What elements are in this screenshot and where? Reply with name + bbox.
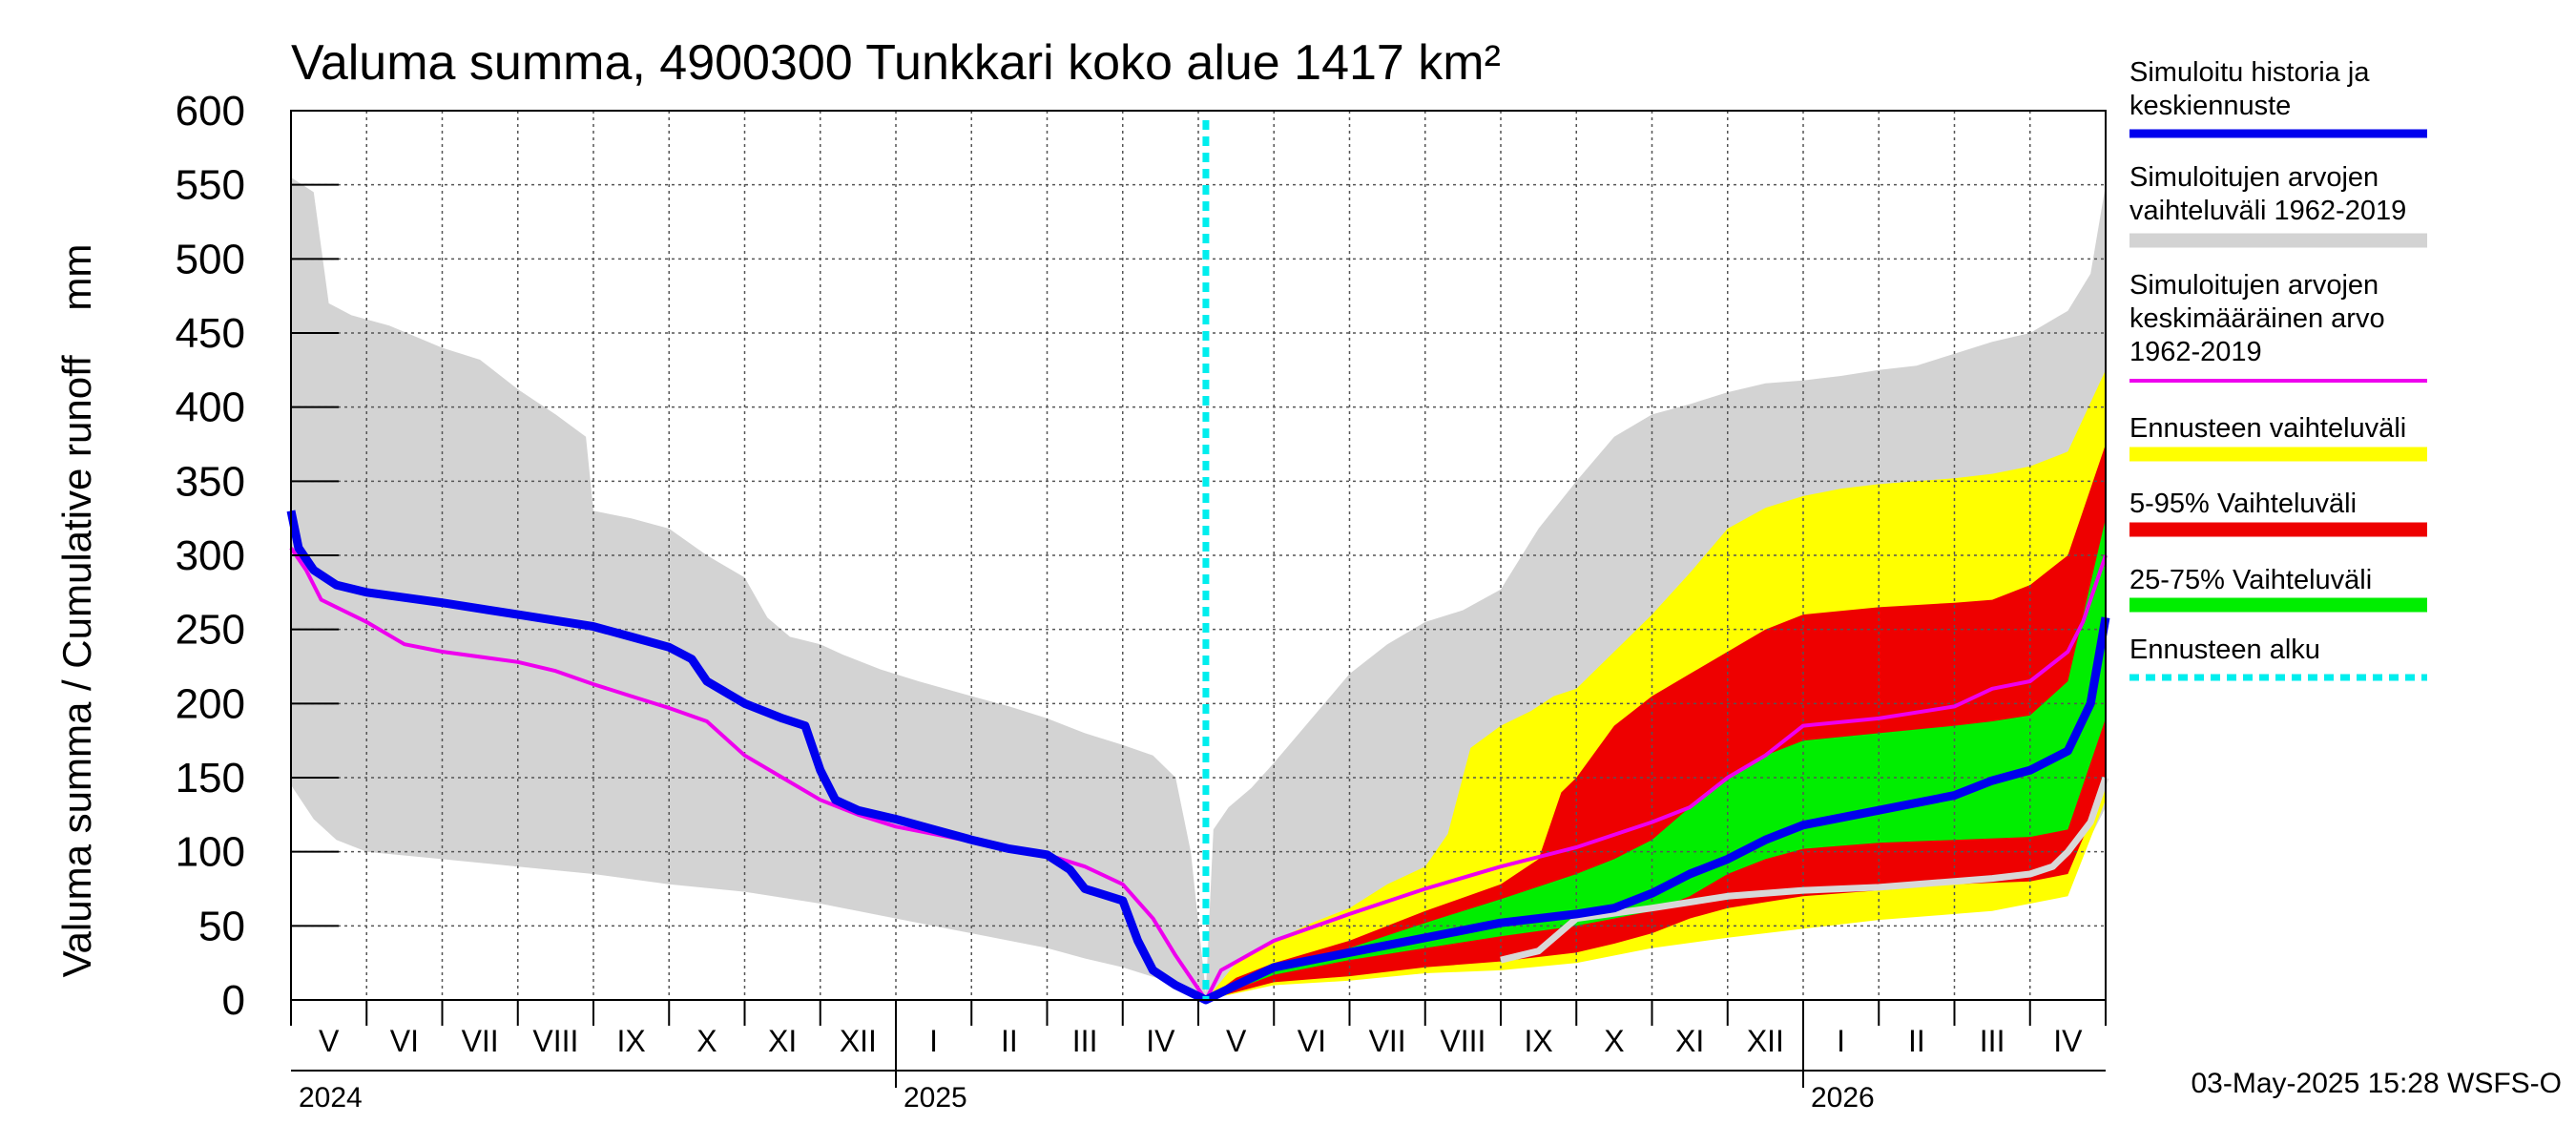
y-tick-label: 250	[176, 607, 245, 654]
y-tick-label: 450	[176, 310, 245, 357]
month-label: X	[696, 1024, 717, 1058]
legend-label-sim_range: vaihteluväli 1962-2019	[2129, 196, 2406, 226]
month-label: V	[1226, 1024, 1247, 1058]
percentile-5-95-band	[1205, 444, 2106, 1000]
legend-label-history: keskiennuste	[2129, 91, 2291, 121]
month-label: II	[1908, 1024, 1925, 1058]
month-label: XII	[840, 1024, 877, 1058]
year-label: 2025	[904, 1082, 967, 1114]
y-tick-label: 400	[176, 385, 245, 431]
y-tick-label: 350	[176, 458, 245, 505]
year-label: 2024	[299, 1082, 363, 1114]
percentile-25-75-band	[1205, 518, 2106, 1000]
y-tick-label: 100	[176, 829, 245, 876]
month-label: II	[1001, 1024, 1018, 1058]
chart-title: Valuma summa, 4900300 Tunkkari koko alue…	[291, 35, 1501, 91]
legend-label-history: Simuloitu historia ja	[2129, 57, 2370, 88]
month-label: I	[1837, 1024, 1845, 1058]
month-label: III	[1980, 1024, 2005, 1058]
legend-label-p25_75: 25-75% Vaihteluväli	[2129, 565, 2372, 595]
timestamp: 03-May-2025 15:28 WSFS-O	[2192, 1068, 2563, 1099]
history-line	[286, 510, 2110, 1005]
y-tick-label: 550	[176, 162, 245, 209]
month-label: X	[1604, 1024, 1624, 1058]
y-tick-label: 50	[198, 903, 245, 949]
y-tick-label: 500	[176, 236, 245, 282]
y-tick-label: 150	[176, 755, 245, 802]
legend-label-p5_95: 5-95% Vaihteluväli	[2129, 489, 2357, 519]
y-ticks: 0 50 100 150 200 250 300 350 400 450 500 550 600	[176, 88, 339, 1024]
month-label: VIII	[1440, 1024, 1485, 1058]
y-tick-label: 200	[176, 680, 245, 727]
sim-mean-line	[289, 547, 2108, 1002]
month-label: XI	[768, 1024, 797, 1058]
legend-label-sim_range: Simuloitujen arvojen	[2129, 162, 2379, 193]
month-label: VI	[1298, 1024, 1326, 1058]
year-label: 2026	[1811, 1082, 1875, 1114]
month-label: VII	[1369, 1024, 1406, 1058]
month-label: III	[1072, 1024, 1098, 1058]
month-label: I	[929, 1024, 938, 1058]
legend-label-sim_mean: keskimääräinen arvo	[2129, 303, 2385, 334]
x-axis: V VI VII VIII IX X XI XII I II III IV V VI VII VIII IX X X…	[290, 1000, 2107, 1114]
month-label: IX	[617, 1024, 646, 1058]
y-tick-label: 300	[176, 532, 245, 579]
legend-label-sim_mean: Simuloitujen arvojen	[2129, 270, 2379, 301]
month-label: XII	[1747, 1024, 1784, 1058]
month-label: V	[319, 1024, 340, 1058]
month-label: VII	[462, 1024, 499, 1058]
p5-95-area	[1205, 444, 2106, 1000]
y-tick-label: 600	[176, 88, 245, 135]
y-axis-label: Valuma summa / Cumulative runoff mm	[54, 244, 99, 978]
grey-line	[1500, 776, 2109, 964]
month-label: IV	[1146, 1024, 1175, 1058]
month-label: IV	[2053, 1024, 2083, 1058]
month-label: VIII	[532, 1024, 578, 1058]
legend-label-fc_range: Ennusteen vaihteluväli	[2129, 413, 2406, 444]
legend-label-sim_mean: 1962-2019	[2129, 337, 2262, 367]
month-label: XI	[1675, 1024, 1704, 1058]
legend-label-fc_start: Ennusteen alku	[2129, 635, 2320, 665]
month-label: IX	[1525, 1024, 1553, 1058]
series-lines	[286, 120, 2110, 1005]
month-label: VI	[390, 1024, 419, 1058]
p25-75-area	[1205, 518, 2106, 1000]
y-tick-label: 0	[222, 977, 245, 1024]
